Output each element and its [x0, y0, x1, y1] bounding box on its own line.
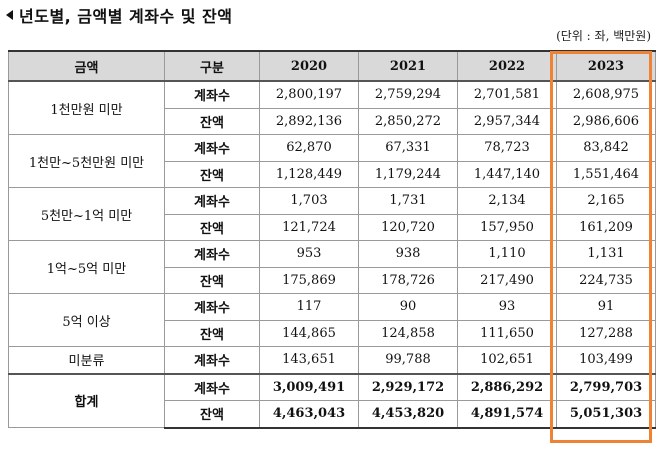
value-cell: 178,726	[358, 266, 458, 294]
header-cell: 2023	[556, 50, 656, 82]
value-cell: 938	[358, 240, 458, 268]
unit-note: (단위 : 좌, 백만원)	[556, 29, 651, 43]
category-cell: 1천만~5천만원 미만	[8, 134, 165, 188]
type-cell: 계좌수	[164, 372, 260, 401]
value-cell: 3,009,491	[259, 372, 359, 401]
type-cell: 잔액	[164, 400, 260, 429]
table-row: 잔액 4,463,043 4,453,820 4,891,574 5,051,303	[9, 400, 656, 429]
value-cell: 161,209	[556, 213, 656, 241]
table-row: 잔액 2,892,136 2,850,272 2,957,344 2,986,606	[9, 107, 656, 135]
value-cell: 157,950	[457, 213, 557, 241]
value-cell: 1,447,140	[457, 160, 557, 188]
value-cell: 121,724	[259, 213, 359, 241]
type-cell: 잔액	[164, 266, 260, 294]
type-cell: 계좌수	[164, 346, 260, 374]
value-cell: 4,453,820	[358, 400, 458, 429]
value-cell: 2,165	[556, 187, 656, 215]
table-body: 1천만원 미만 계좌수 2,800,197 2,759,294 2,701,581 2,6…	[8, 80, 656, 429]
value-cell: 2,850,272	[358, 107, 458, 135]
value-cell: 117	[259, 293, 359, 321]
value-cell: 78,723	[457, 134, 557, 162]
value-cell: 124,858	[358, 319, 458, 347]
category-cell: 1억~5억 미만	[8, 240, 165, 294]
value-cell: 175,869	[259, 266, 359, 294]
header-cell: 2021	[358, 50, 458, 82]
header-cell: 금액	[8, 50, 165, 82]
value-cell: 127,288	[556, 319, 656, 347]
value-cell: 2,986,606	[556, 107, 656, 135]
accounts-table: 금액 구분 2020 2021 2022 2023 1천만원 미만 계좌수 2,80…	[8, 50, 656, 429]
value-cell: 1,131	[556, 240, 656, 268]
value-cell: 953	[259, 240, 359, 268]
value-cell: 224,735	[556, 266, 656, 294]
table-row: 잔액 175,869 178,726 217,490 224,735	[9, 266, 656, 294]
type-cell: 계좌수	[164, 134, 260, 162]
table-row: 5천만~1억 미만 계좌수 1,703 1,731 2,134 2,165	[8, 187, 656, 241]
type-cell: 계좌수	[164, 80, 260, 109]
table-row: 잔액 1,128,449 1,179,244 1,447,140 1,551,464	[9, 160, 656, 188]
value-cell: 2,886,292	[457, 372, 557, 401]
value-cell: 90	[358, 293, 458, 321]
type-cell: 잔액	[164, 107, 260, 135]
value-cell: 1,551,464	[556, 160, 656, 188]
value-cell: 144,865	[259, 319, 359, 347]
table-row: 1천만~5천만원 미만 계좌수 62,870 67,331 78,723 83,842	[8, 134, 656, 188]
value-cell: 143,651	[259, 346, 359, 374]
table-header-row: 금액 구분 2020 2021 2022 2023	[8, 50, 656, 82]
category-cell: 1천만원 미만	[8, 80, 165, 135]
value-cell: 1,110	[457, 240, 557, 268]
value-cell: 2,701,581	[457, 80, 557, 109]
section-title: 년도별, 금액별 계좌수 및 잔액	[19, 7, 233, 26]
value-cell: 120,720	[358, 213, 458, 241]
table-row: 1천만원 미만 계좌수 2,800,197 2,759,294 2,701,581 2,6…	[8, 80, 656, 135]
type-cell: 잔액	[164, 319, 260, 347]
table-row: 미분류 계좌수 143,651 99,788 102,651 103,499	[8, 346, 656, 374]
triangle-bullet-icon	[6, 10, 13, 20]
value-cell: 103,499	[556, 346, 656, 374]
value-cell: 5,051,303	[556, 400, 656, 429]
type-cell: 계좌수	[164, 187, 260, 215]
table-row: 잔액 121,724 120,720 157,950 161,209	[9, 213, 656, 241]
value-cell: 93	[457, 293, 557, 321]
header-cell: 구분	[164, 50, 260, 82]
value-cell: 2,759,294	[358, 80, 458, 109]
value-cell: 4,891,574	[457, 400, 557, 429]
value-cell: 91	[556, 293, 656, 321]
value-cell: 1,731	[358, 187, 458, 215]
category-cell: 5천만~1억 미만	[8, 187, 165, 241]
value-cell: 2,608,975	[556, 80, 656, 109]
value-cell: 2,929,172	[358, 372, 458, 401]
table-row: 합계 계좌수 3,009,491 2,929,172 2,886,292 2,799,70…	[8, 372, 656, 428]
type-cell: 잔액	[164, 213, 260, 241]
category-cell: 합계	[8, 372, 165, 428]
value-cell: 83,842	[556, 134, 656, 162]
header-cell: 2022	[457, 50, 557, 82]
table-row: 잔액 144,865 124,858 111,650 127,288	[9, 319, 656, 347]
category-cell: 미분류	[8, 346, 165, 374]
header-cell: 2020	[259, 50, 359, 82]
value-cell: 2,892,136	[259, 107, 359, 135]
type-cell: 계좌수	[164, 240, 260, 268]
value-cell: 4,463,043	[259, 400, 359, 429]
value-cell: 1,703	[259, 187, 359, 215]
value-cell: 2,134	[457, 187, 557, 215]
value-cell: 99,788	[358, 346, 458, 374]
category-cell: 5억 이상	[8, 293, 165, 347]
value-cell: 1,128,449	[259, 160, 359, 188]
value-cell: 102,651	[457, 346, 557, 374]
value-cell: 2,800,197	[259, 80, 359, 109]
value-cell: 111,650	[457, 319, 557, 347]
type-cell: 계좌수	[164, 293, 260, 321]
value-cell: 62,870	[259, 134, 359, 162]
section-heading: 년도별, 금액별 계좌수 및 잔액	[6, 2, 233, 28]
value-cell: 2,799,703	[556, 372, 656, 401]
value-cell: 67,331	[358, 134, 458, 162]
value-cell: 2,957,344	[457, 107, 557, 135]
value-cell: 1,179,244	[358, 160, 458, 188]
type-cell: 잔액	[164, 160, 260, 188]
table-row: 5억 이상 계좌수 117 90 93 91	[8, 293, 656, 347]
table-row: 1억~5억 미만 계좌수 953 938 1,110 1,131	[8, 240, 656, 294]
value-cell: 217,490	[457, 266, 557, 294]
